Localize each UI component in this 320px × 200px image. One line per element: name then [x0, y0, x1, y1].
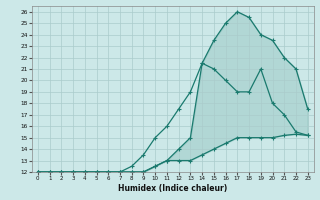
- X-axis label: Humidex (Indice chaleur): Humidex (Indice chaleur): [118, 184, 228, 193]
